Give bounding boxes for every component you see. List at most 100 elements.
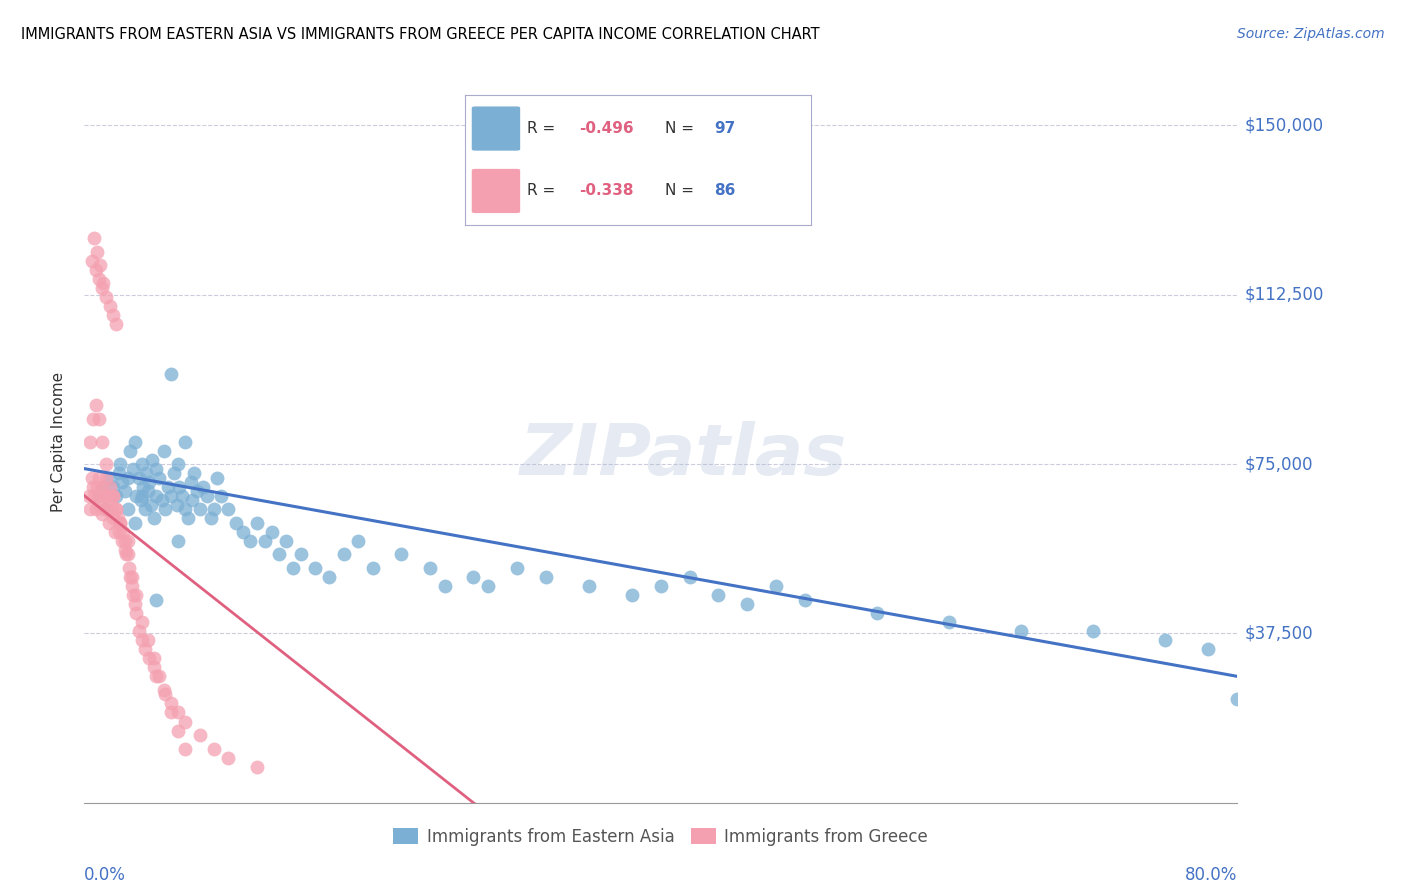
Point [105,502,128,516]
Text: Per Capita Income: Per Capita Income [52,371,66,512]
Point [139,498,162,512]
Point [1198,642,1220,657]
Point [650,579,672,593]
Text: $112,500: $112,500 [1244,285,1324,304]
Point [121,570,143,584]
Point [120,443,142,458]
Point [98,470,121,484]
Point [117,548,139,562]
Point [94,502,117,516]
Point [87,489,110,503]
Point [195,489,218,503]
Point [160,489,183,503]
Point [131,489,153,503]
Point [122,461,145,475]
Point [90,434,112,449]
Point [866,606,889,620]
Point [679,570,702,584]
Point [1154,633,1177,648]
Point [1226,692,1249,706]
Point [108,466,131,480]
Point [117,470,139,484]
Point [737,597,759,611]
Point [167,457,190,471]
Point [938,615,960,630]
Point [391,548,413,562]
Point [79,434,101,449]
Point [188,728,211,742]
Point [89,498,111,512]
Point [463,570,485,584]
Point [136,633,159,648]
Point [160,367,183,381]
Point [419,561,441,575]
Point [122,588,145,602]
Point [267,548,290,562]
Text: Source: ZipAtlas.com: Source: ZipAtlas.com [1237,27,1385,41]
Point [125,606,148,620]
Point [283,561,305,575]
Point [142,651,165,665]
Point [84,398,107,412]
Point [174,502,197,516]
Point [142,511,165,525]
Point [180,475,202,490]
Point [304,561,326,575]
Point [361,561,384,575]
Point [174,434,197,449]
Point [107,511,129,525]
Point [110,516,132,530]
Point [80,253,103,268]
Point [174,741,197,756]
Point [202,502,225,516]
Point [131,615,153,630]
Point [83,489,105,503]
Point [153,687,176,701]
Point [167,706,190,720]
Point [82,412,104,426]
Point [794,592,817,607]
Point [148,669,170,683]
Point [765,579,787,593]
Point [188,502,211,516]
Point [145,461,167,475]
Point [91,277,114,291]
Point [209,489,232,503]
Point [148,470,170,484]
Point [260,524,283,539]
Point [121,579,143,593]
Point [103,480,124,494]
Legend: Immigrants from Eastern Asia, Immigrants from Greece: Immigrants from Eastern Asia, Immigrants… [387,821,935,852]
Point [110,516,132,530]
Point [232,524,254,539]
Point [94,470,117,484]
Point [94,290,117,304]
Point [124,434,146,449]
Text: $37,500: $37,500 [1244,624,1313,642]
Point [128,470,150,484]
Point [100,502,122,516]
Point [1083,624,1105,639]
Point [246,760,269,774]
Text: IMMIGRANTS FROM EASTERN ASIA VS IMMIGRANTS FROM GREECE PER CAPITA INCOME CORRELA: IMMIGRANTS FROM EASTERN ASIA VS IMMIGRAN… [21,27,820,42]
Point [477,579,499,593]
Point [150,493,173,508]
Point [183,466,205,480]
Point [125,588,148,602]
Point [79,502,101,516]
Text: 80.0%: 80.0% [1185,866,1237,884]
Point [103,308,124,322]
Point [225,516,247,530]
Point [621,588,644,602]
Point [97,516,120,530]
Point [128,624,150,639]
Point [202,741,225,756]
Point [145,489,167,503]
Point [124,516,146,530]
Point [191,480,214,494]
Point [153,502,176,516]
Point [90,480,112,494]
Point [318,570,340,584]
Point [276,533,298,548]
Point [1010,624,1032,639]
